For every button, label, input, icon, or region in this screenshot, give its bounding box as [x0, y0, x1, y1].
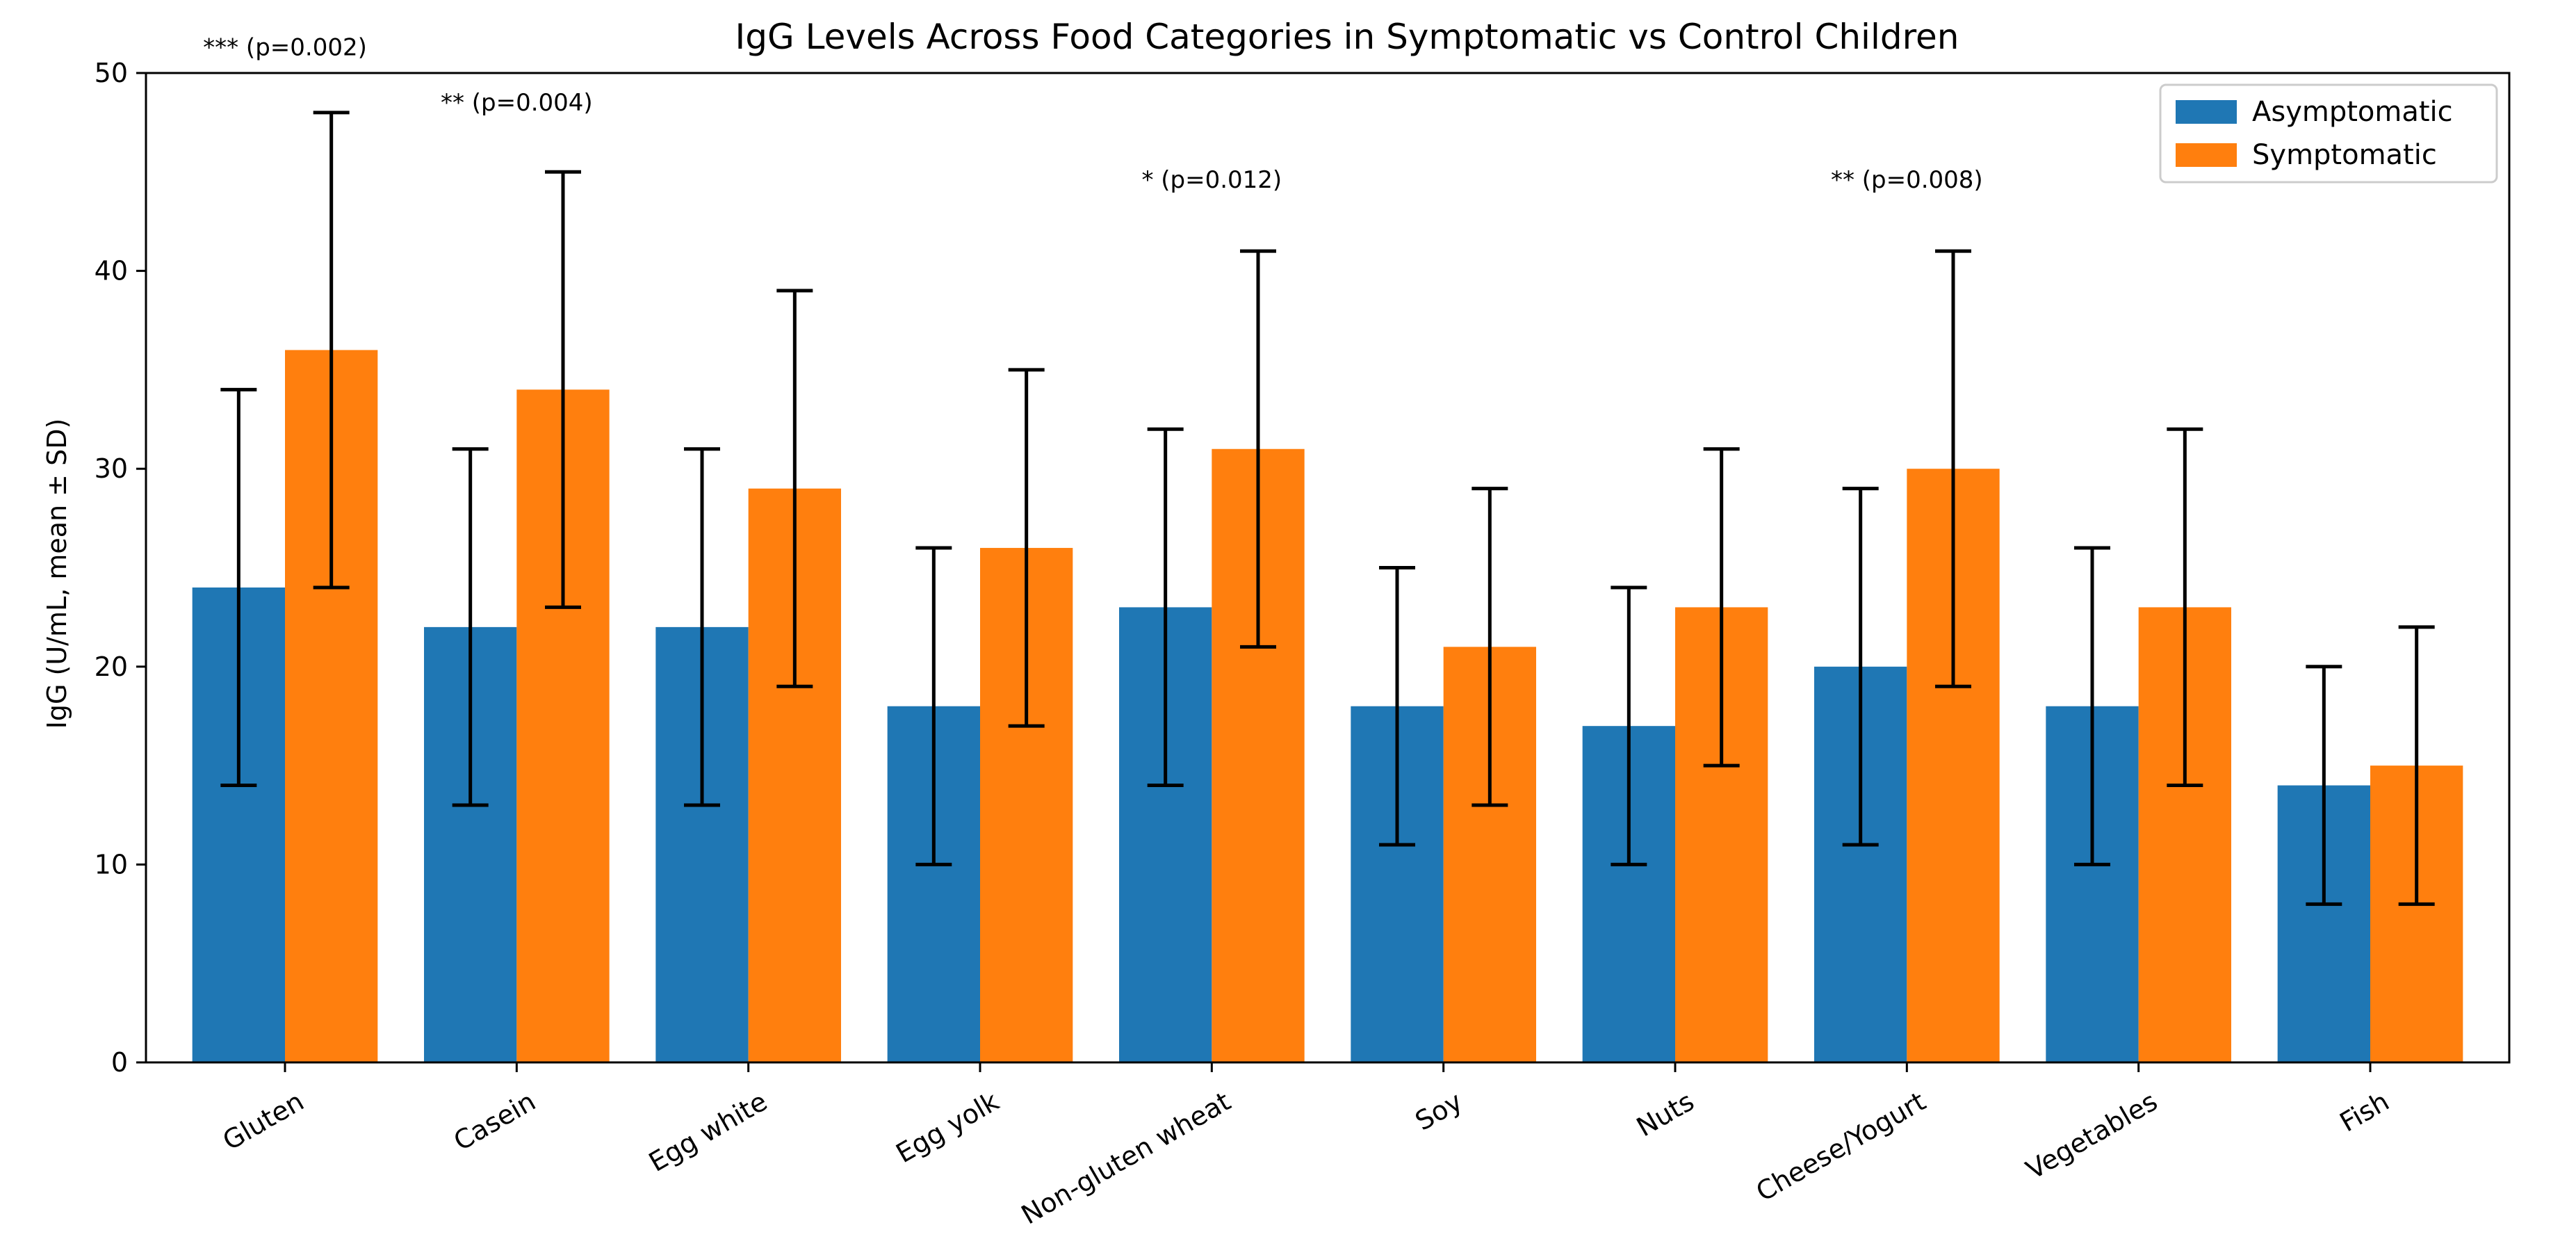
y-axis-label: IgG (U/mL, mean ± SD) [42, 419, 72, 729]
x-tick-label-2: Egg white [644, 1086, 772, 1178]
axes-frame [145, 72, 2511, 1064]
y-tick-label-1: 10 [95, 849, 128, 880]
significance-label-2: * (p=0.012) [1141, 166, 1282, 194]
x-tick-label-7: Cheese/Yogurt [1751, 1086, 1931, 1208]
significance-label-1: ** (p=0.004) [441, 89, 593, 117]
error-bar-symptomatic-8 [2167, 427, 2203, 788]
x-tick-label-8: Vegetables [2021, 1086, 2162, 1185]
chart-title: IgG Levels Across Food Categories in Sym… [735, 17, 1959, 57]
x-tick-label-3: Egg yolk [891, 1086, 1004, 1169]
significance-label-3: ** (p=0.008) [1831, 166, 1983, 194]
legend: Asymptomatic Symptomatic [2159, 83, 2498, 184]
error-bar-asymptomatic-8 [2074, 546, 2110, 866]
x-tick-label-1: Casein [448, 1086, 541, 1157]
error-bar-symptomatic-2 [776, 289, 813, 688]
error-bar-asymptomatic-6 [1611, 585, 1647, 866]
plot-frame [145, 72, 2511, 1064]
x-tick-label-6: Nuts [1631, 1086, 1699, 1143]
significance-annotations: *** (p=0.002) ** (p=0.004) * (p=0.012) ** (… [203, 33, 1983, 194]
legend-swatch-1 [2176, 143, 2237, 167]
legend-box [2159, 83, 2498, 184]
x-tick-label-5: Soy [1410, 1086, 1468, 1137]
error-bar-asymptomatic-0 [220, 387, 257, 788]
error-bar-symptomatic-3 [1008, 368, 1045, 728]
x-axis-ticks: Gluten Casein Egg white Egg yolk Non-gluten … [218, 1062, 2395, 1230]
error-bars-layer [220, 111, 2435, 906]
error-bar-asymptomatic-7 [1842, 487, 1879, 847]
x-tick-label-0: Gluten [218, 1086, 309, 1156]
error-bar-asymptomatic-2 [684, 447, 720, 807]
error-bar-symptomatic-5 [1472, 487, 1508, 807]
error-bar-symptomatic-1 [545, 170, 581, 609]
y-tick-label-3: 30 [95, 453, 128, 484]
error-bar-asymptomatic-5 [1379, 566, 1415, 847]
error-bar-asymptomatic-1 [452, 447, 489, 807]
error-bar-asymptomatic-9 [2306, 665, 2342, 906]
error-bar-symptomatic-9 [2398, 625, 2435, 906]
error-bar-asymptomatic-3 [915, 546, 952, 866]
error-bar-symptomatic-7 [1935, 249, 1971, 688]
bars-layer [192, 350, 2463, 1063]
error-bar-asymptomatic-4 [1147, 427, 1184, 788]
legend-label-0: Asymptomatic [2252, 96, 2453, 128]
legend-swatch-0 [2176, 100, 2237, 124]
error-bar-symptomatic-0 [313, 111, 350, 590]
y-tick-label-0: 0 [111, 1047, 128, 1078]
error-bar-symptomatic-4 [1240, 249, 1276, 649]
y-axis-ticks: 0 10 20 30 40 50 [95, 58, 146, 1078]
y-tick-label-4: 40 [95, 256, 128, 286]
y-tick-label-5: 50 [95, 58, 128, 88]
x-tick-label-4: Non-gluten wheat [1016, 1086, 1236, 1231]
significance-label-0: *** (p=0.002) [203, 33, 367, 61]
y-tick-label-2: 20 [95, 651, 128, 682]
x-tick-label-9: Fish [2335, 1086, 2395, 1138]
legend-label-1: Symptomatic [2252, 139, 2437, 171]
error-bar-symptomatic-6 [1703, 447, 1740, 768]
